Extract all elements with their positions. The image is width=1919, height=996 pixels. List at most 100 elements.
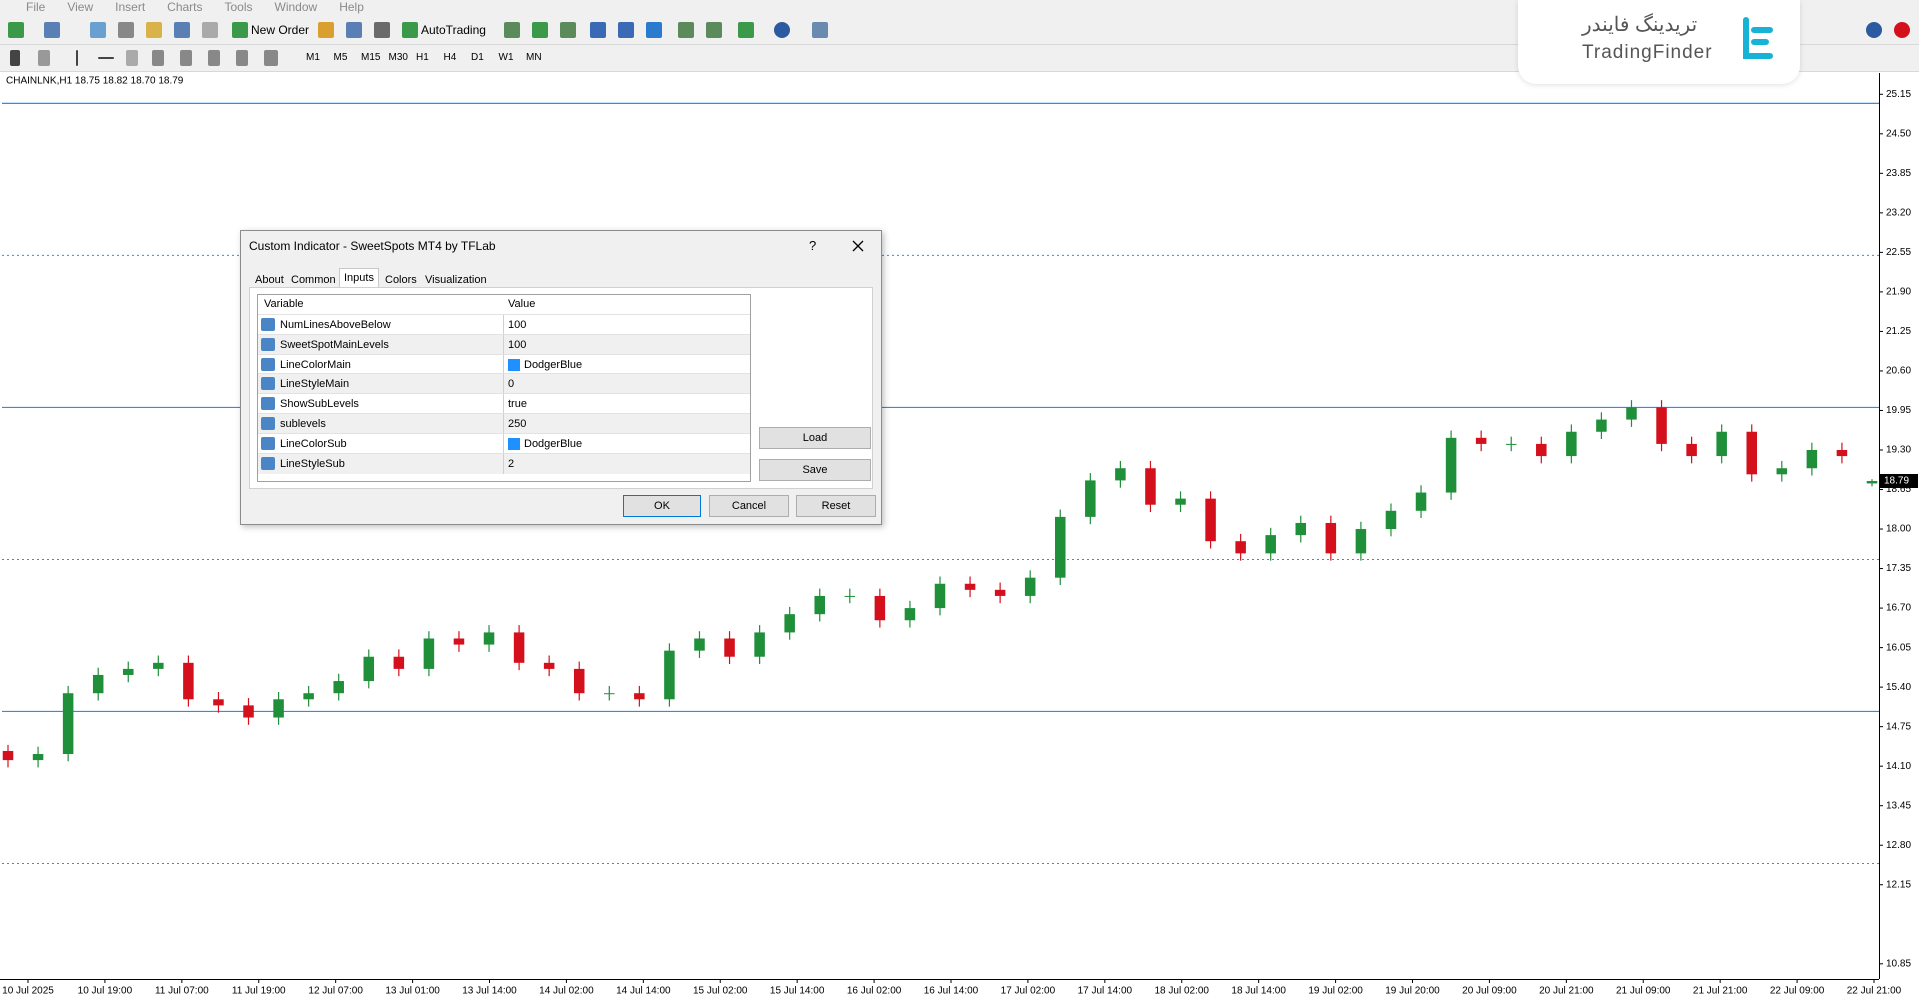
timeframe-button[interactable]: M15 bbox=[361, 52, 381, 63]
row-icon bbox=[261, 417, 275, 430]
cursor-tool[interactable] bbox=[10, 50, 20, 66]
menu-item[interactable]: Tools bbox=[224, 0, 253, 14]
icon[interactable] bbox=[8, 22, 24, 38]
icon[interactable] bbox=[646, 22, 662, 38]
ok-button[interactable]: OK bbox=[623, 495, 701, 517]
icon[interactable] bbox=[618, 22, 634, 38]
tab[interactable]: Common bbox=[291, 274, 336, 286]
icon[interactable] bbox=[90, 22, 106, 38]
y-tick-label: 12.15 bbox=[1886, 879, 1911, 890]
notification-icon[interactable] bbox=[1894, 22, 1910, 38]
menu-bar: File View Insert Charts Tools Window Help bbox=[0, 0, 1919, 16]
candle-body bbox=[213, 699, 224, 706]
candle-body bbox=[604, 693, 615, 695]
menu-item[interactable]: File bbox=[26, 0, 46, 14]
x-tick-label: 18 Jul 02:00 bbox=[1155, 986, 1210, 996]
y-tick-label: 10.85 bbox=[1886, 958, 1911, 969]
search-icon[interactable] bbox=[1866, 22, 1882, 38]
tab[interactable]: Visualization bbox=[425, 274, 487, 286]
variable-value[interactable]: DodgerBlue bbox=[524, 437, 583, 450]
timeframe-button[interactable]: M5 bbox=[333, 52, 348, 63]
variable-value[interactable]: 250 bbox=[508, 418, 527, 430]
icon[interactable] bbox=[504, 22, 520, 38]
icon[interactable] bbox=[146, 22, 162, 38]
candle-body bbox=[1716, 431, 1727, 457]
candle-body bbox=[1024, 577, 1036, 596]
icon[interactable] bbox=[402, 22, 418, 38]
tab[interactable]: Colors bbox=[385, 274, 417, 286]
menu-item[interactable]: Help bbox=[339, 0, 364, 14]
candle-body bbox=[1415, 492, 1427, 511]
icon[interactable] bbox=[706, 22, 722, 38]
column-divider bbox=[503, 414, 504, 434]
timeframe-button[interactable]: MN bbox=[526, 52, 542, 63]
tab[interactable]: Inputs bbox=[339, 268, 379, 287]
table-row: LineColorSub DodgerBlue bbox=[258, 432, 750, 454]
timeframe-button[interactable]: M30 bbox=[388, 52, 408, 63]
timeframe-button[interactable]: M1 bbox=[306, 52, 320, 63]
menu-item[interactable]: View bbox=[67, 0, 94, 14]
candle-body bbox=[32, 754, 44, 761]
candle-body bbox=[1656, 407, 1667, 444]
variable-value[interactable]: 100 bbox=[508, 338, 527, 351]
icon[interactable] bbox=[560, 22, 576, 38]
text-tool[interactable] bbox=[208, 50, 220, 66]
timeframe-button[interactable]: H4 bbox=[443, 52, 457, 63]
crosshair-tool[interactable] bbox=[38, 50, 50, 66]
variable-value[interactable]: 2 bbox=[508, 457, 515, 470]
y-tick-label: 15.40 bbox=[1886, 682, 1911, 693]
tab[interactable]: About bbox=[255, 274, 284, 286]
new-order-button[interactable]: New Order bbox=[251, 23, 310, 37]
variable-value[interactable]: true bbox=[508, 398, 527, 411]
column-divider bbox=[503, 315, 504, 335]
row-icon bbox=[261, 436, 275, 450]
icon[interactable] bbox=[774, 22, 790, 38]
y-tick-label: 16.70 bbox=[1886, 603, 1911, 614]
icon[interactable] bbox=[738, 22, 754, 38]
timeframe-button[interactable]: D1 bbox=[471, 52, 484, 63]
row-icon bbox=[261, 377, 275, 391]
autotrading-button[interactable]: AutoTrading bbox=[421, 23, 486, 37]
icon[interactable] bbox=[812, 22, 828, 38]
icon[interactable] bbox=[346, 22, 362, 38]
load-button[interactable]: Load bbox=[759, 427, 871, 449]
reset-button[interactable]: Reset bbox=[796, 495, 876, 517]
column-divider bbox=[503, 334, 504, 355]
menu-item[interactable]: Charts bbox=[167, 0, 203, 14]
icon[interactable] bbox=[202, 22, 218, 38]
vline-tool[interactable] bbox=[76, 50, 78, 66]
channel-tool[interactable] bbox=[152, 50, 164, 66]
icon[interactable] bbox=[44, 22, 60, 38]
icon[interactable] bbox=[318, 22, 334, 38]
variable-name: ShowSubLevels bbox=[280, 398, 359, 411]
icon[interactable] bbox=[678, 22, 694, 38]
trendline-tool[interactable] bbox=[126, 50, 138, 66]
icon[interactable] bbox=[532, 22, 548, 38]
fibo-tool[interactable] bbox=[180, 50, 192, 66]
timeframe-button[interactable]: H1 bbox=[416, 52, 429, 63]
menu-item[interactable]: Window bbox=[274, 0, 318, 14]
icon[interactable] bbox=[374, 22, 390, 38]
hline-tool[interactable] bbox=[98, 57, 114, 59]
timeframe-button[interactable]: W1 bbox=[498, 52, 514, 63]
close-button[interactable] bbox=[851, 239, 865, 253]
variable-value[interactable]: 0 bbox=[508, 378, 515, 391]
table-row: LineStyleMain 0 bbox=[258, 373, 750, 395]
candle-body bbox=[1355, 529, 1367, 554]
label-tool[interactable] bbox=[236, 50, 248, 66]
icon[interactable] bbox=[232, 22, 248, 38]
menu-item[interactable]: Insert bbox=[115, 0, 146, 14]
help-button[interactable]: ? bbox=[809, 238, 817, 253]
icon[interactable] bbox=[118, 22, 134, 38]
y-tick-label: 14.10 bbox=[1886, 761, 1911, 772]
variable-value[interactable]: 100 bbox=[508, 319, 527, 331]
row-icon bbox=[261, 397, 275, 411]
shapes-tool[interactable] bbox=[264, 50, 278, 66]
candle-body bbox=[1596, 419, 1607, 432]
cancel-button[interactable]: Cancel bbox=[709, 495, 789, 517]
table-row: ShowSubLevels true bbox=[258, 393, 750, 415]
icon[interactable] bbox=[174, 22, 190, 38]
variable-value[interactable]: DodgerBlue bbox=[524, 358, 583, 371]
icon[interactable] bbox=[590, 22, 606, 38]
save-button[interactable]: Save bbox=[759, 459, 871, 481]
